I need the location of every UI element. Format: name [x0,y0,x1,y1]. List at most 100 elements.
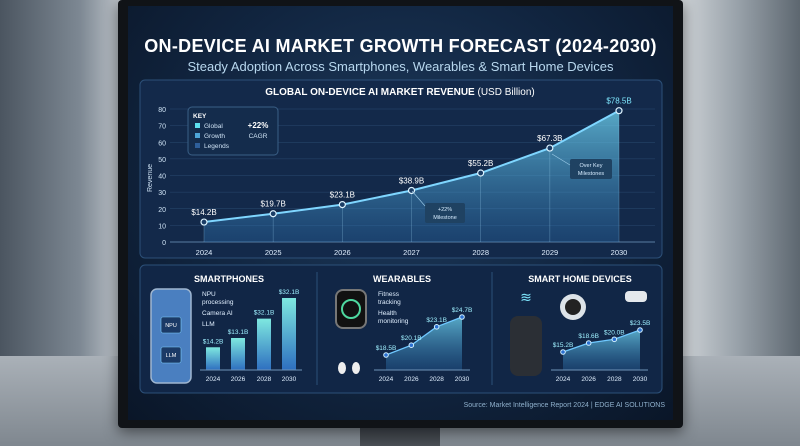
bar [257,318,271,370]
bar-label: $14.2B [203,338,224,345]
x-tick-label: 2025 [265,248,282,257]
feature-text: LLM [202,321,215,328]
data-point [200,218,208,226]
y-tick-label: 50 [158,157,166,164]
x-tick-label: 2030 [455,376,470,383]
legend-title: KEY [193,113,207,120]
y-tick-label: 60 [158,140,166,147]
data-label: $19.7B [260,200,285,209]
llm-chip-icon [160,346,182,364]
smart-home-title: SMART HOME DEVICES [528,274,632,284]
feature-text: monitoring [378,318,409,325]
legend-item: Global [204,123,223,130]
smartwatch-icon [335,289,367,329]
cagr-label: CAGR [249,133,268,140]
data-label: $20.0B [604,329,625,336]
bar [206,347,220,370]
data-label: $14.2B [191,208,216,217]
data-label: $23.5B [630,320,651,327]
bar [282,298,296,370]
x-tick-label: 2026 [581,376,596,383]
data-point [585,340,592,346]
data-point [546,144,554,152]
earbud-icon [352,362,360,374]
x-tick-label: 2030 [611,248,628,257]
bar-label: $32.1B [254,310,275,317]
smartphones-title: SMARTPHONES [194,274,264,284]
feature-text: tracking [378,299,401,306]
series-line [385,316,463,356]
smartphone-icon [150,288,192,384]
chip-label: NPU [165,323,177,329]
data-label: $18.5B [376,345,397,352]
y-tick-label: 10 [158,223,166,230]
x-tick-label: 2028 [607,376,622,383]
y-axis-label: Revenue [147,164,154,192]
feature-text: processing [202,299,234,306]
data-point [615,107,623,115]
x-tick-label: 2024 [206,376,221,383]
milestones-annotation [570,159,612,179]
main-chart-title: GLOBAL ON-DEVICE AI MARKET REVENUE (USD … [265,87,534,98]
legend-item: Legends [204,143,230,150]
data-point [477,169,485,177]
bar-label: $13.1B [228,329,249,336]
y-tick-label: 0 [162,240,166,247]
annotation-text: Milestones [578,171,605,177]
data-label: $20.1B [401,335,422,342]
data-point [560,349,566,355]
security-camera-icon [625,291,647,302]
y-tick-label: 30 [158,190,166,197]
x-tick-label: 2026 [334,248,351,257]
bar [231,338,245,370]
data-label: $55.2B [468,159,493,168]
source-text: Source: Market Intelligence Report 2024 … [463,402,665,409]
data-point [459,314,465,320]
data-label: $78.5B [606,97,631,106]
data-point [338,200,346,209]
feature-text: NPU [202,291,216,298]
x-tick-label: 2026 [231,376,246,383]
data-label: $24.7B [452,307,473,314]
wearables-title: WEARABLES [373,274,431,284]
data-label: $15.2B [553,342,574,349]
monitor-stand [360,428,440,446]
feature-text: Camera AI [202,310,233,317]
x-tick-label: 2024 [379,376,394,383]
annotation-text: +22% [438,207,452,213]
y-tick-label: 20 [158,207,166,214]
legend-box [187,106,279,156]
feature-text: Health [378,310,397,317]
x-tick-label: 2026 [404,376,419,383]
page-title: ON-DEVICE AI MARKET GROWTH FORECAST (202… [144,36,657,56]
series-line [562,329,641,353]
chip-label: LLM [166,353,177,359]
data-point [269,210,277,218]
legend-swatch [195,123,200,128]
wifi-icon: ≋ [520,289,532,305]
data-point [433,324,440,330]
data-point [611,336,618,343]
cagr-value: +22% [248,121,269,130]
area-fill [563,330,640,370]
area-fill [204,110,619,242]
page-subtitle: Steady Adoption Across Smartphones, Wear… [187,59,614,74]
x-tick-label: 2024 [196,248,213,257]
milestone-annotation [425,203,465,223]
legend-swatch [195,133,200,138]
feature-text: Fitness [378,291,400,298]
earbud-icon [338,362,346,374]
x-tick-label: 2028 [429,376,444,383]
annotation-text: Over Key [580,163,603,169]
data-label: $38.9B [399,176,424,185]
data-label: $23.1B [330,191,355,200]
legend-swatch [195,143,200,148]
bar-label: $32.1B [279,289,300,296]
x-tick-label: 2029 [541,248,558,257]
area-fill [386,317,462,370]
x-tick-label: 2028 [257,376,272,383]
data-label: $18.6B [578,333,599,340]
legend-item: Growth [204,133,225,140]
y-tick-label: 40 [158,174,166,181]
annotation-text: Milestone [433,215,457,221]
